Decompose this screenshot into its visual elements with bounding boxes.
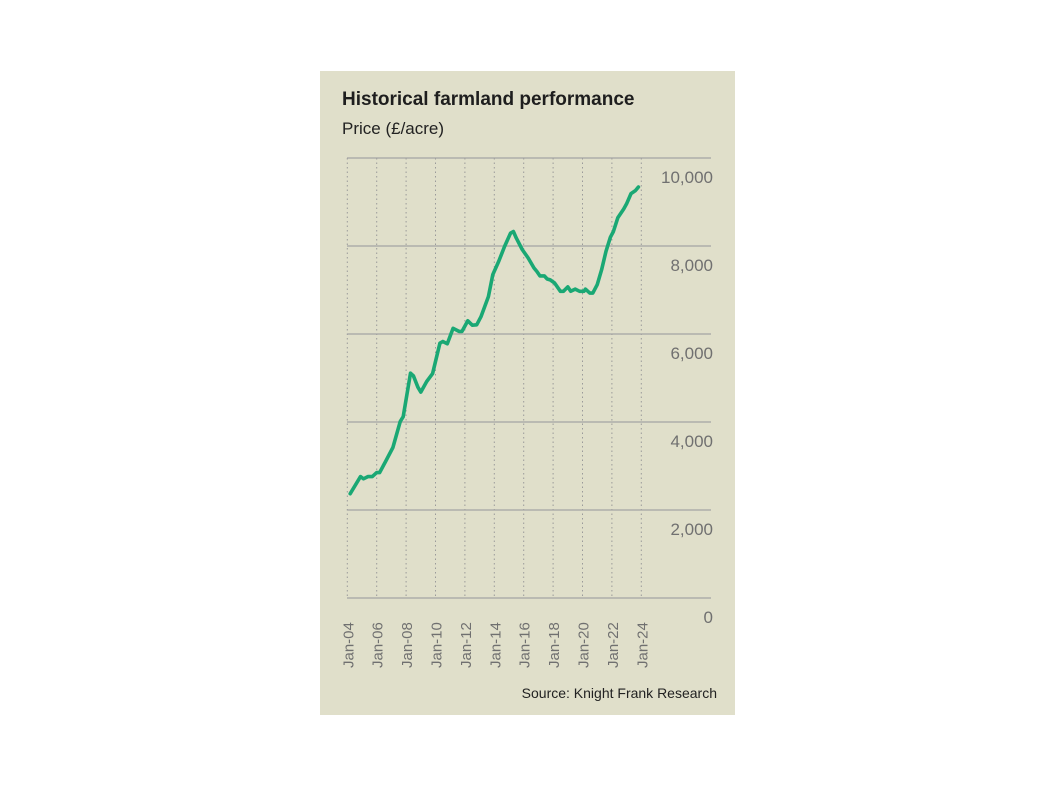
x-tick-label: Jan-04	[340, 622, 357, 668]
chart-title: Historical farmland performance	[342, 89, 635, 110]
x-tick-label: Jan-18	[546, 622, 563, 668]
x-tick-label: Jan-12	[458, 622, 475, 668]
chart-subtitle: Price (£/acre)	[342, 119, 445, 138]
x-tick-label: Jan-22	[605, 622, 622, 668]
y-tick-label: 10,000	[661, 168, 713, 187]
y-tick-label: 0	[704, 608, 713, 627]
x-tick-label: Jan-16	[517, 622, 534, 668]
y-tick-label: 2,000	[670, 520, 713, 539]
x-tick-label: Jan-14	[487, 622, 504, 668]
x-tick-label: Jan-20	[576, 622, 593, 668]
x-tick-label: Jan-08	[399, 622, 416, 668]
price-line	[348, 185, 641, 496]
chart-panel: Historical farmland performance Price (£…	[320, 71, 735, 715]
y-tick-label: 6,000	[670, 344, 713, 363]
line-chart: 0 2,000 4,000 6,000 8,000 10,000 Jan-04 Jan-06 J…	[340, 157, 713, 668]
y-tick-label: 4,000	[670, 432, 713, 451]
y-tick-label: 8,000	[670, 256, 713, 275]
x-tick-label: Jan-24	[634, 622, 651, 668]
x-tick-label: Jan-06	[370, 622, 387, 668]
x-tick-label: Jan-10	[429, 622, 446, 668]
source-note: Source: Knight Frank Research	[521, 685, 717, 701]
